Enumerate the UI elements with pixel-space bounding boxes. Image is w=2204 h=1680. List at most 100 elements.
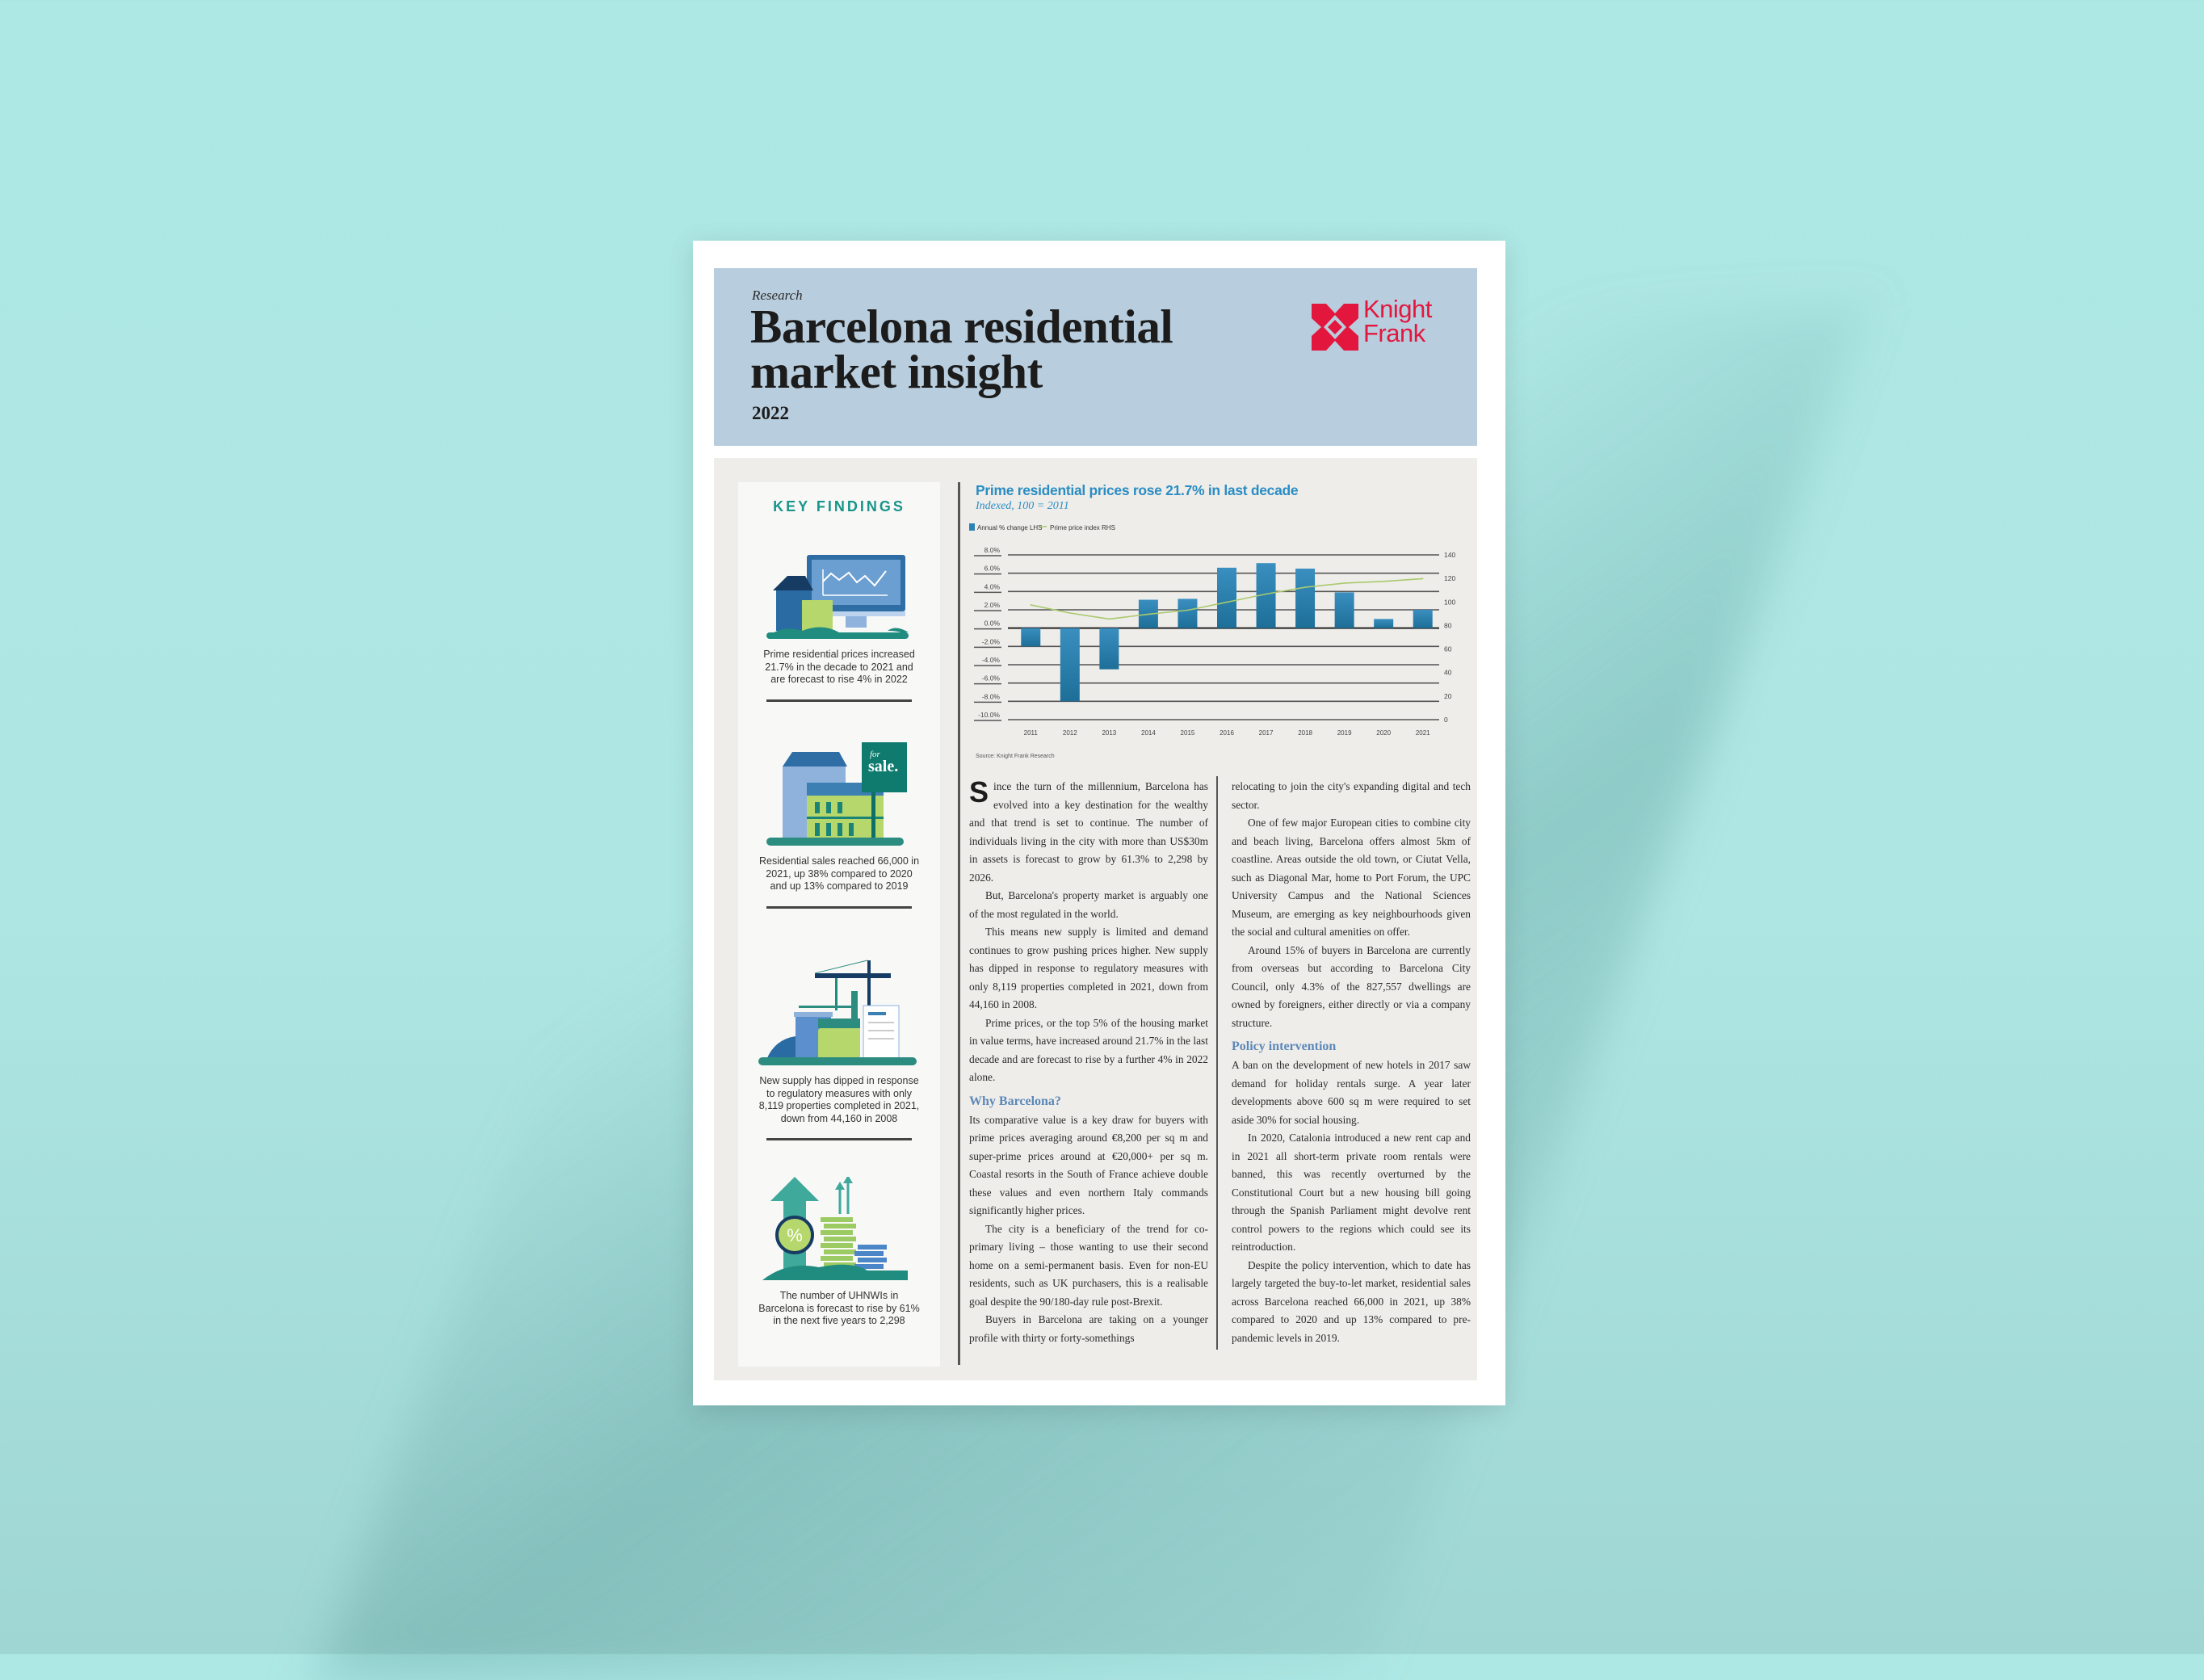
line-point-2020 xyxy=(1383,580,1384,582)
x-tick-label: 2019 xyxy=(1337,729,1352,737)
line-point-2011 xyxy=(1030,604,1032,606)
house-monitor-chart-icon xyxy=(766,555,909,639)
paragraph: Buyers in Barcelona are taking on a youn… xyxy=(969,1313,1208,1344)
y-tick-label-left: -10.0% xyxy=(978,711,1000,719)
y-tick-label-right: 60 xyxy=(1444,645,1452,653)
divider xyxy=(766,1138,912,1140)
y-tick-label-right: 120 xyxy=(1444,574,1455,582)
title-line-2: market insight xyxy=(750,345,1043,398)
y-tick-label-right: 40 xyxy=(1444,669,1452,677)
y-tick-label-left: 2.0% xyxy=(984,601,1001,609)
text-column-divider xyxy=(1216,776,1218,1350)
line-point-2016 xyxy=(1226,601,1228,603)
bar-2011 xyxy=(1021,628,1041,647)
paragraph: But, Barcelona's property market is argu… xyxy=(969,889,1208,920)
section-heading: Policy intervention xyxy=(1232,1040,1337,1053)
x-tick-label: 2012 xyxy=(1063,729,1077,737)
y-tick-label-left: -8.0% xyxy=(982,692,1001,700)
line-point-2017 xyxy=(1265,593,1267,595)
line-point-2013 xyxy=(1108,618,1110,620)
chart-source: Source: Knight Frank Research xyxy=(976,754,1055,759)
x-tick-label: 2013 xyxy=(1102,729,1116,737)
paragraph: Despite the policy intervention, which t… xyxy=(1232,1258,1471,1344)
bar-2019 xyxy=(1334,592,1354,628)
paragraph: One of few major European cities to comb… xyxy=(1232,817,1471,938)
svg-text:%: % xyxy=(787,1225,803,1245)
chart-subtitle: Indexed, 100 = 2011 xyxy=(976,500,1069,512)
knight-frank-logo: Knight Frank xyxy=(1312,295,1449,354)
x-tick-label: 2011 xyxy=(1024,729,1039,737)
title-line-1: Barcelona residential xyxy=(750,300,1173,353)
y-tick-label-left: -4.0% xyxy=(982,656,1001,664)
paragraph: Its comparative value is a key draw for … xyxy=(969,1113,1208,1217)
divider xyxy=(766,905,912,909)
finding-item: % The number of UHNWIs in Barcelona is f… xyxy=(738,1177,940,1328)
y-tick-label-right: 0 xyxy=(1444,716,1448,724)
y-tick-label-left: 0.0% xyxy=(984,620,1001,628)
paragraph: Prime prices, or the top 5% of the housi… xyxy=(969,1016,1208,1084)
legend-label: Annual % change LHS xyxy=(977,524,1043,531)
y-tick-label-left: 4.0% xyxy=(984,582,1001,590)
x-tick-label: 2015 xyxy=(1181,729,1195,737)
key-findings-heading: KEY FINDINGS xyxy=(773,498,905,514)
line-point-2019 xyxy=(1343,582,1345,584)
sign-small-text: for xyxy=(870,750,881,759)
report-year: 2022 xyxy=(752,403,789,423)
x-tick-label: 2017 xyxy=(1259,729,1274,737)
y-tick-label-right: 100 xyxy=(1444,598,1455,606)
chart-title: Prime residential prices rose 21.7% in l… xyxy=(976,482,1299,498)
paragraph: The city is a beneficiary of the trend f… xyxy=(969,1222,1208,1308)
finding-text: New supply has dipped in response to reg… xyxy=(758,1075,920,1124)
paragraph: This means new supply is limited and dem… xyxy=(969,926,1208,1010)
price-chart: Annual % change LHS Prime price index RHS… xyxy=(969,523,1455,759)
construction-crane-icon xyxy=(758,960,917,1065)
line-point-2018 xyxy=(1304,586,1306,588)
section-heading: Why Barcelona? xyxy=(969,1094,1061,1108)
logo-wordmark: Knight Frank xyxy=(1363,295,1432,347)
column-divider xyxy=(958,482,960,1365)
line-point-2021 xyxy=(1421,578,1424,580)
legend-label: Prime price index RHS xyxy=(1050,524,1115,531)
finding-text: The number of UHNWIs in Barcelona is for… xyxy=(758,1290,920,1326)
kicker: Research xyxy=(752,288,803,303)
line-point-2015 xyxy=(1186,609,1189,611)
logo-line-2: Frank xyxy=(1363,319,1425,347)
y-tick-label-left: -2.0% xyxy=(982,637,1001,645)
y-tick-label-right: 80 xyxy=(1444,621,1452,629)
y-tick-label-left: 8.0% xyxy=(984,546,1001,554)
paragraph: Around 15% of buyers in Barcelona are cu… xyxy=(1232,943,1471,1029)
finding-item: for sale. Residential sales reached 66,0… xyxy=(738,742,940,909)
report-page: Research Barcelona residential market in… xyxy=(693,241,1505,1405)
y-tick-label-left: -6.0% xyxy=(982,674,1001,682)
finding-text: Prime residential prices increased 21.7%… xyxy=(763,649,915,685)
x-tick-label: 2020 xyxy=(1376,729,1391,737)
bar-2015 xyxy=(1178,598,1198,628)
report-title: Barcelona residential market insight xyxy=(750,300,1173,398)
y-tick-label-right: 140 xyxy=(1444,551,1455,559)
y-tick-label-right: 20 xyxy=(1444,692,1452,700)
logo-line-1: Knight xyxy=(1363,295,1432,323)
bar-2013 xyxy=(1099,628,1119,670)
sign-big-text: sale. xyxy=(868,758,898,775)
percent-growth-coins-icon: % xyxy=(762,1177,908,1280)
x-tick-label: 2018 xyxy=(1298,729,1312,737)
finding-item: Prime residential prices increased 21.7%… xyxy=(738,553,940,702)
bar-2018 xyxy=(1295,569,1316,628)
article-column-2: relocating to join the city's expanding … xyxy=(1232,778,1471,1347)
line-point-2012 xyxy=(1069,612,1071,614)
finding-item: New supply has dipped in response to reg… xyxy=(738,959,940,1140)
key-findings-panel: KEY FINDINGS Prime residential prices in… xyxy=(738,482,940,1367)
x-tick-label: 2014 xyxy=(1141,729,1156,737)
bar-2016 xyxy=(1217,567,1236,628)
x-tick-label: 2016 xyxy=(1220,729,1234,737)
legend-bar-swatch xyxy=(969,523,975,531)
bar-2021 xyxy=(1413,610,1433,628)
paragraph: In 2020, Catalonia introduced a new rent… xyxy=(1232,1132,1471,1253)
bar-2020 xyxy=(1374,619,1394,628)
finding-text: Residential sales reached 66,000 in 2021… xyxy=(758,855,920,892)
divider xyxy=(766,699,912,702)
x-tick-label: 2021 xyxy=(1416,729,1430,737)
y-tick-label-left: 6.0% xyxy=(984,565,1001,573)
